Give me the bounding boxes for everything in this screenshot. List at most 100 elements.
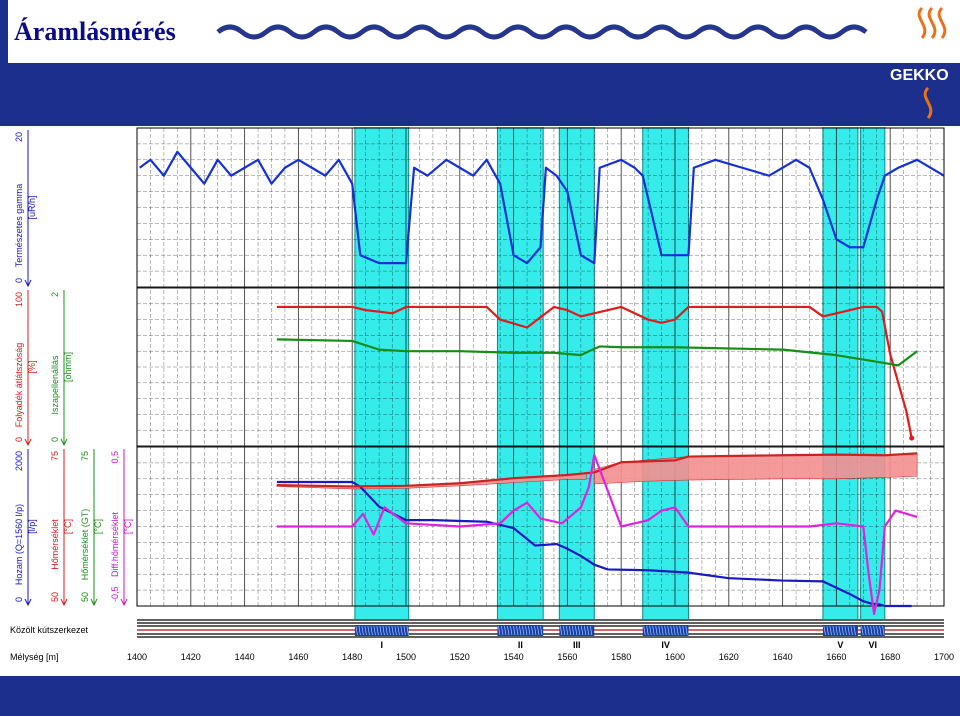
track-max: 75	[80, 451, 90, 461]
perforation-hatch	[397, 625, 400, 636]
track-axis-arrow	[24, 598, 32, 607]
perforation-hatch	[649, 625, 652, 636]
perforation-hatch	[652, 625, 655, 636]
completion-strip: Közölt kútszerkezet I II III IV V VI	[10, 619, 944, 650]
perforation-hatch	[861, 625, 864, 636]
depth-tick-label: 1520	[450, 652, 470, 662]
perforation-hatch	[661, 625, 664, 636]
track-axis-arrow	[24, 438, 32, 447]
depth-tick-label: 1680	[880, 652, 900, 662]
track-max: 100	[14, 292, 24, 307]
slide-title: Áramlásmérés	[14, 17, 176, 46]
perforation-hatch	[507, 625, 510, 636]
track-max: 2000	[14, 451, 24, 471]
depth-tick-label: 1560	[557, 652, 577, 662]
depth-tick-label: 1580	[611, 652, 631, 662]
series-line	[276, 453, 918, 616]
track-max: 75	[50, 451, 60, 461]
perforation-hatch	[864, 625, 867, 636]
perforation-hatch	[679, 625, 682, 636]
zone-label: VI	[868, 640, 877, 650]
wave-decoration	[216, 24, 868, 40]
perforation-hatch	[540, 625, 543, 636]
perforation-block	[559, 625, 595, 636]
perforation-hatch	[673, 625, 676, 636]
series-line	[139, 150, 945, 265]
perforation-hatch	[400, 625, 403, 636]
series-line	[276, 305, 913, 439]
track-axis-arrow	[90, 598, 98, 607]
series-end-marker	[909, 435, 915, 441]
zones	[354, 127, 886, 619]
perforation-hatch	[379, 625, 382, 636]
perforation-hatch	[385, 625, 388, 636]
track-max: 2	[50, 292, 60, 297]
perforation-hatch	[847, 625, 850, 636]
track-min: 0	[14, 597, 24, 602]
zone-band	[354, 127, 409, 619]
perforation-hatch	[522, 625, 525, 636]
perforation-hatch	[534, 625, 537, 636]
depth-tick-label: 1540	[504, 652, 524, 662]
gekko-logo: GEKKO	[890, 6, 949, 119]
depth-tick-label: 1620	[719, 652, 739, 662]
perforation-hatch	[498, 625, 501, 636]
perforation-hatch	[364, 625, 367, 636]
perforation-hatch	[355, 625, 358, 636]
perforation-hatch	[835, 625, 838, 636]
perforation-hatch	[501, 625, 504, 636]
perforation-hatch	[876, 625, 879, 636]
track-min: 0	[14, 278, 24, 283]
perforation-hatch	[682, 625, 685, 636]
perforation-hatch	[646, 625, 649, 636]
track-name: Iszapellenállás	[50, 355, 60, 415]
perforation-hatch	[643, 625, 646, 636]
perforation-hatch	[516, 625, 519, 636]
footer-band	[0, 676, 960, 716]
perforation-hatch	[873, 625, 876, 636]
plot	[139, 150, 945, 616]
perforation-hatch	[519, 625, 522, 636]
perforation-hatch	[525, 625, 528, 636]
track-name: Természetes gamma	[14, 184, 24, 268]
perforation-hatch	[879, 625, 882, 636]
track-max: 20	[14, 132, 24, 142]
depth-axis-label: Mélység [m]	[10, 652, 59, 662]
perforation-hatch	[841, 625, 844, 636]
perforation-hatch	[373, 625, 376, 636]
perforation-block	[822, 625, 858, 636]
zone-band	[860, 127, 885, 619]
depth-tick-label: 1400	[127, 652, 147, 662]
depth-tick-label: 1420	[181, 652, 201, 662]
perforation-hatch	[510, 625, 513, 636]
track-unit: [°C]	[63, 519, 73, 534]
depth-tick-label: 1500	[396, 652, 416, 662]
track-min: 50	[80, 592, 90, 602]
depth-tick-label: 1460	[288, 652, 308, 662]
depth-tick-label: 1640	[773, 652, 793, 662]
series-line	[276, 452, 918, 488]
perforation-hatch	[391, 625, 394, 636]
perforation-hatch	[568, 625, 572, 636]
perforation-hatch	[559, 625, 563, 636]
perforation-hatch	[685, 625, 688, 636]
perforation-hatch	[562, 625, 566, 636]
perforation-hatch	[531, 625, 534, 636]
track-unit: [°C]	[93, 519, 103, 534]
perforation-hatch	[537, 625, 540, 636]
perforation-hatch	[406, 625, 409, 636]
logo-text: GEKKO	[890, 67, 949, 84]
track-axis-arrow	[24, 279, 32, 288]
perforation-hatch	[667, 625, 670, 636]
completion-label: Közölt kútszerkezet	[10, 625, 89, 635]
zone-band	[559, 127, 595, 619]
track-min: 0	[14, 437, 24, 442]
header-banner	[0, 0, 960, 126]
perforation-hatch	[664, 625, 667, 636]
perforation-hatch	[370, 625, 373, 636]
perforation-hatch	[577, 625, 581, 636]
depth-tick-label: 1660	[826, 652, 846, 662]
perforation-hatch	[382, 625, 385, 636]
